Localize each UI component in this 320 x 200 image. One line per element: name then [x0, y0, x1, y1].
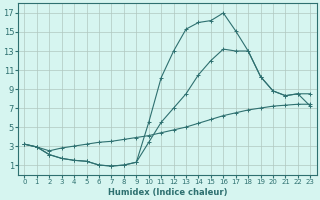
X-axis label: Humidex (Indice chaleur): Humidex (Indice chaleur) — [108, 188, 227, 197]
